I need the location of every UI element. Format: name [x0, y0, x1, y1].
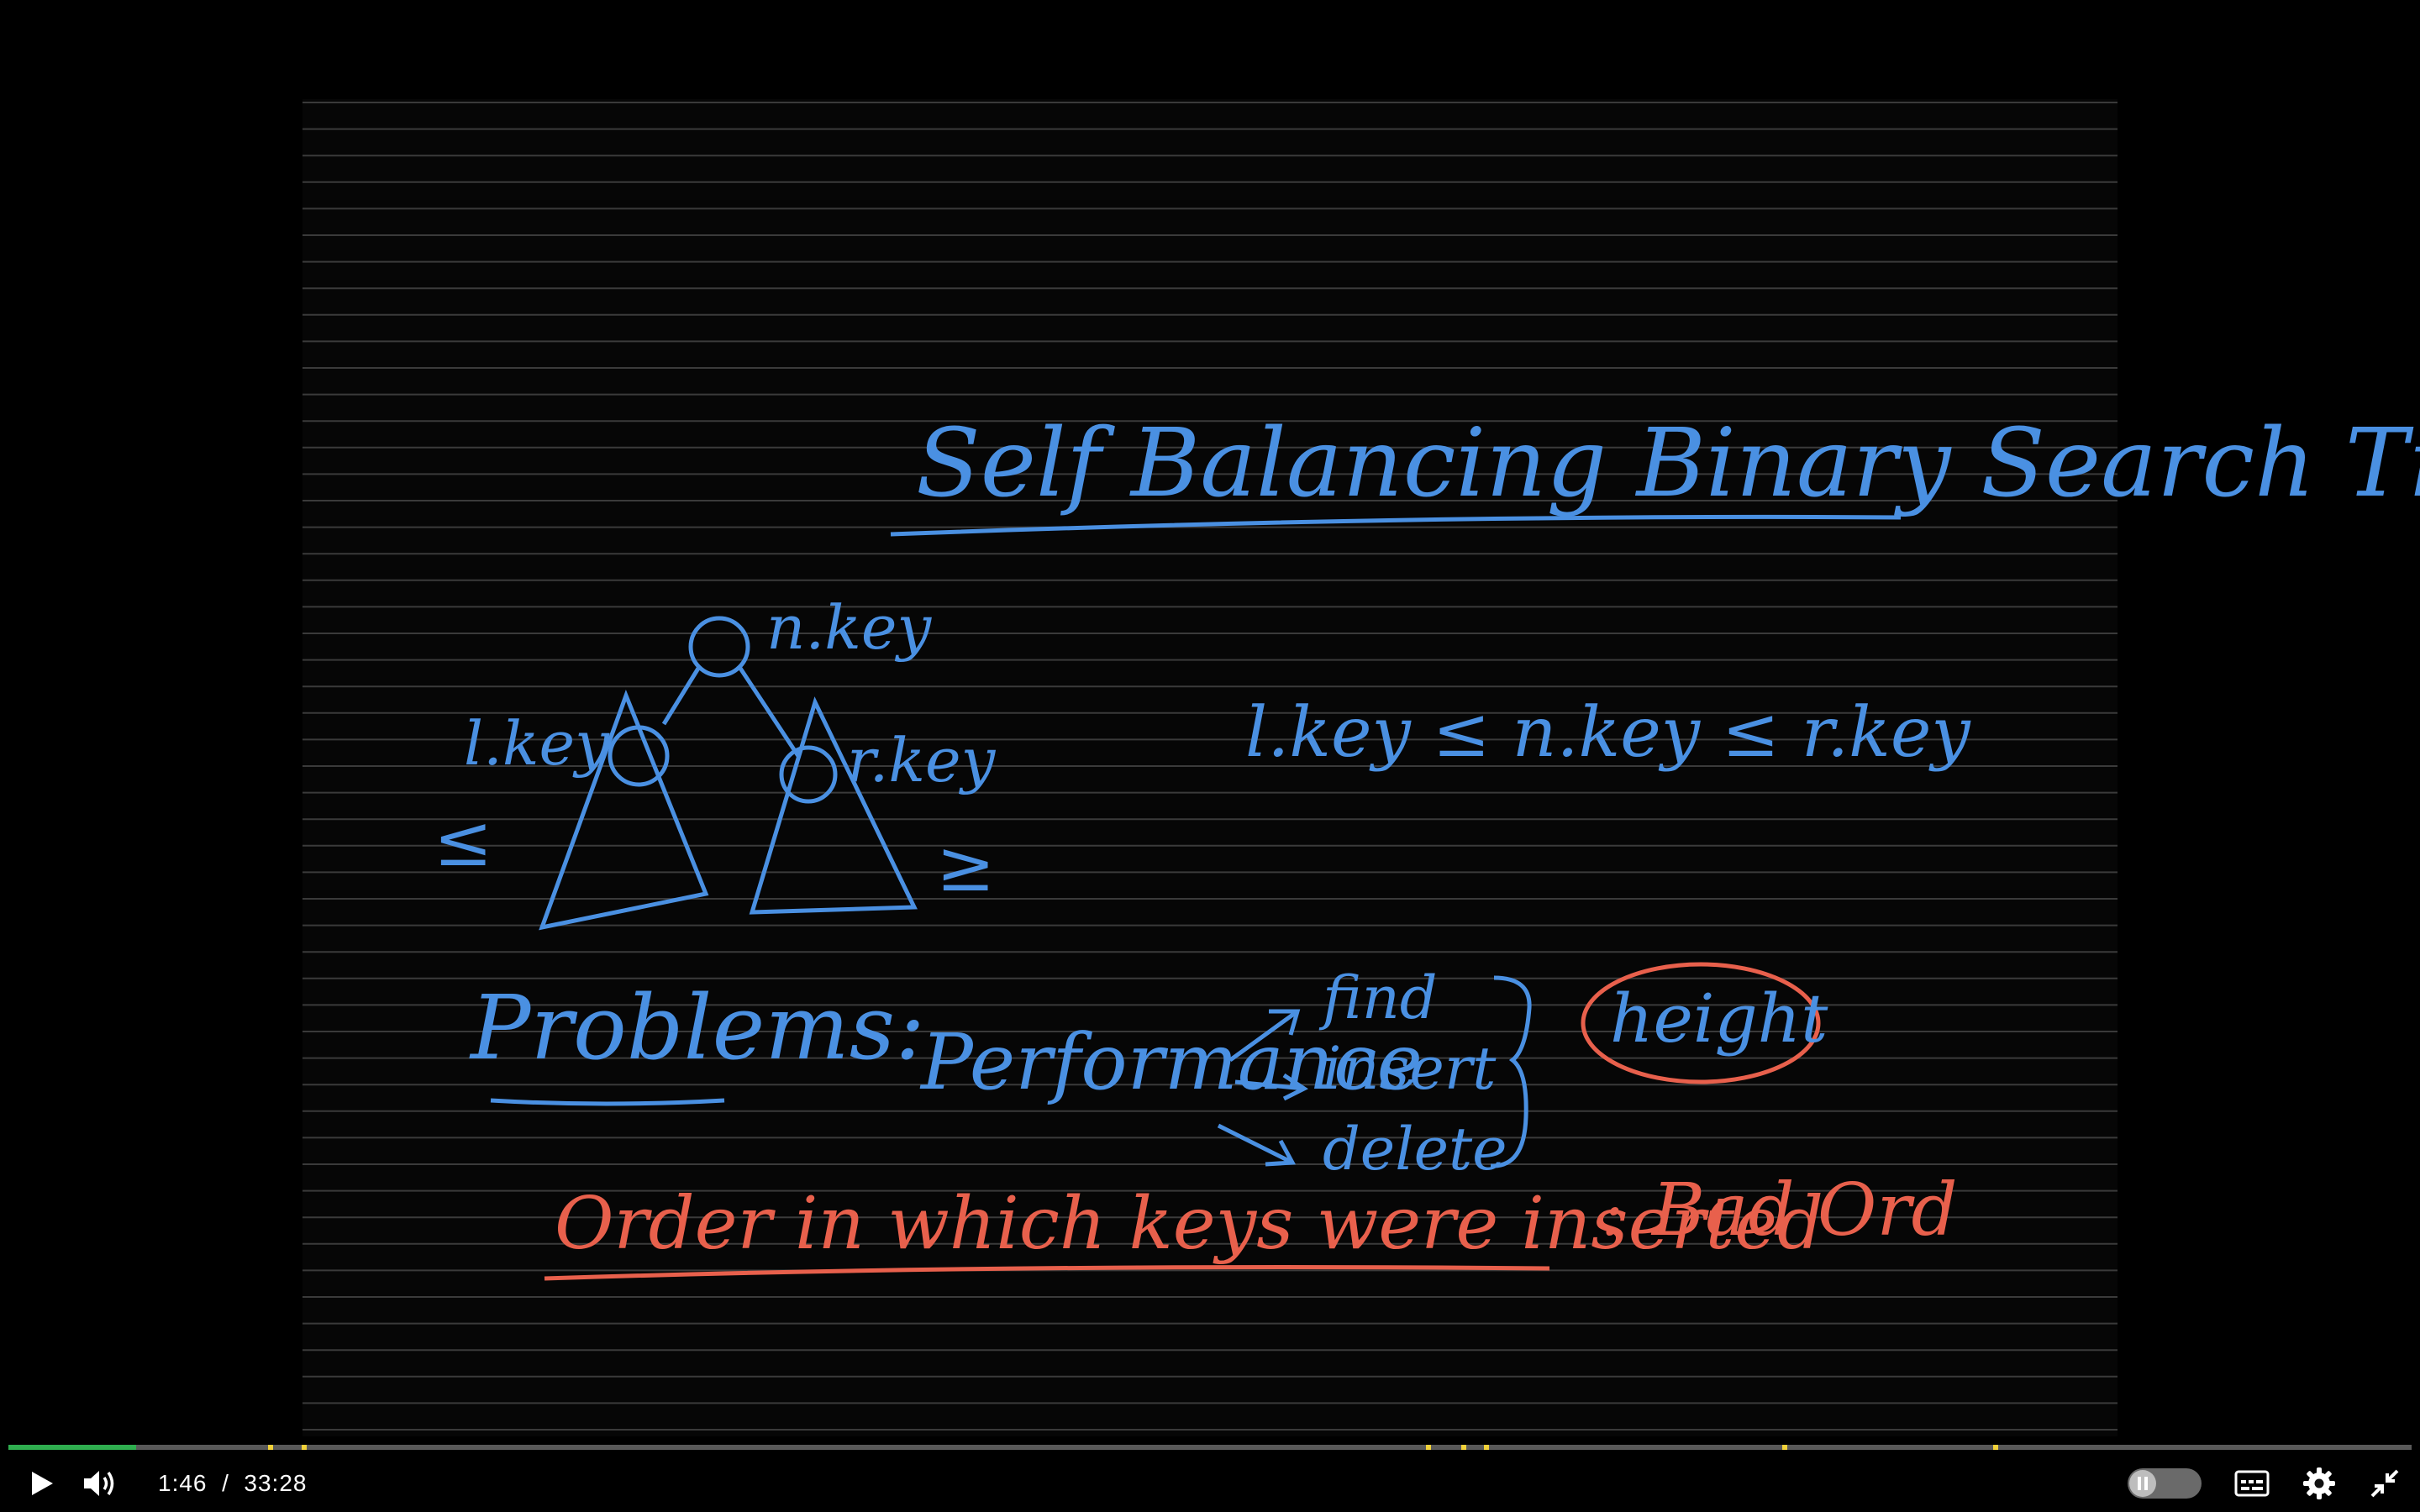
edge-right [737, 665, 801, 758]
right-key-label: r.key [847, 725, 997, 795]
performance-label: Performance [919, 1017, 1423, 1107]
operations-brace [1490, 975, 1532, 1168]
whiteboard: Self Balancing Binary Search Trees n.key… [302, 99, 2420, 1436]
left-relation: ≤ [434, 800, 492, 882]
invariant-formula: l.key ≤ n.key ≤ r.key [1245, 693, 1971, 773]
right-child-node [779, 745, 838, 804]
chapter-marker[interactable] [1426, 1445, 1432, 1450]
whiteboard-surface [302, 99, 2118, 1436]
pause-icon [2138, 1477, 2148, 1490]
captions-button[interactable] [2232, 1465, 2272, 1502]
order-colon: : [1602, 1175, 1623, 1250]
play-icon [32, 1472, 53, 1495]
time-separator: / [222, 1470, 229, 1496]
play-button[interactable] [20, 1465, 64, 1502]
chapter-marker[interactable] [301, 1445, 307, 1450]
chapter-marker[interactable] [1993, 1445, 1999, 1450]
title-underline [890, 514, 1902, 537]
volume-icon [84, 1471, 114, 1496]
op-find: find [1318, 963, 1438, 1032]
op-insert: insert [1323, 1034, 1497, 1103]
root-node [688, 616, 750, 678]
op-delete: delete [1323, 1115, 1507, 1184]
gear-icon [2303, 1467, 2335, 1499]
chapter-marker[interactable] [1484, 1445, 1490, 1450]
chapter-marker[interactable] [267, 1445, 273, 1450]
settings-button[interactable] [2299, 1463, 2339, 1504]
total-duration: 33:28 [244, 1470, 308, 1496]
left-key-label: l.key [464, 708, 610, 779]
order-underline [544, 1265, 1550, 1281]
root-key-label: n.key [766, 592, 932, 663]
volume-button[interactable] [77, 1463, 124, 1504]
current-time: 1:46 [158, 1470, 208, 1496]
speed-toggle-knob [2129, 1470, 2156, 1497]
edge-left [661, 665, 702, 726]
bad-order-note: Bad Ord [1650, 1168, 1958, 1252]
exit-fullscreen-icon [2370, 1469, 2399, 1498]
captions-icon [2234, 1470, 2270, 1497]
chapter-marker[interactable] [1460, 1445, 1466, 1450]
player-control-bar [0, 1438, 2420, 1512]
height-label: height [1610, 979, 1828, 1058]
progress-bar-fill [8, 1445, 136, 1450]
chapter-marker[interactable] [1781, 1445, 1787, 1450]
time-display: 1:46 / 33:28 [158, 1465, 307, 1502]
problems-heading: Problems: [469, 976, 925, 1079]
right-subtree [749, 696, 918, 915]
operation-arrows [1217, 1009, 1308, 1167]
bst-diagram [539, 616, 918, 931]
right-relation: ≥ [936, 825, 995, 907]
left-subtree [539, 690, 709, 931]
playback-speed-toggle[interactable] [2128, 1468, 2202, 1499]
problems-underline [490, 1098, 725, 1106]
exit-fullscreen-button[interactable] [2365, 1463, 2405, 1504]
order-note: Order in which keys were inserted [555, 1182, 1823, 1266]
board-title: Self Balancing Binary Search Trees [916, 409, 2420, 518]
height-circle [1581, 962, 1821, 1084]
progress-bar[interactable] [8, 1445, 2412, 1450]
